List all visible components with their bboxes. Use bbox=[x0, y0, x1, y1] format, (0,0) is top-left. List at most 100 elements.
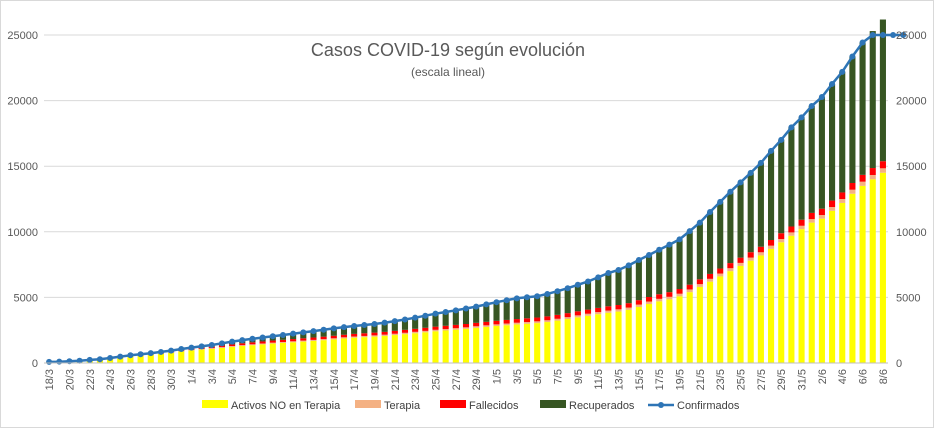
bar-recuperados bbox=[635, 260, 642, 301]
bar-terapia bbox=[544, 320, 551, 323]
confirmed-point bbox=[422, 312, 429, 319]
bar-activos-no-en-terapia bbox=[666, 299, 673, 363]
x-tick-label: 28/3 bbox=[146, 369, 158, 390]
bar-fallecidos bbox=[788, 226, 795, 233]
bar-fallecidos bbox=[625, 303, 632, 308]
bar-terapia bbox=[412, 331, 419, 334]
bar-recuperados bbox=[564, 288, 571, 314]
bar-fallecidos bbox=[605, 306, 612, 311]
x-tick-label: 25/5 bbox=[736, 369, 748, 390]
confirmed-point bbox=[676, 236, 683, 243]
bar-recuperados bbox=[523, 297, 531, 319]
bar-terapia bbox=[473, 326, 480, 328]
x-tick-label: 31/5 bbox=[797, 369, 809, 390]
bar-recuperados bbox=[401, 319, 409, 330]
x-tick-label: 19/4 bbox=[369, 369, 381, 390]
confirmed-point bbox=[229, 338, 236, 345]
bar-activos-no-en-terapia bbox=[818, 218, 825, 363]
bar-terapia bbox=[513, 322, 520, 325]
confirmed-point bbox=[117, 353, 124, 360]
bar-terapia bbox=[269, 342, 276, 344]
bar-terapia bbox=[778, 239, 785, 243]
confirmed-point bbox=[239, 337, 246, 344]
bar-fallecidos bbox=[381, 331, 388, 335]
bar-recuperados bbox=[483, 304, 490, 322]
bar-terapia bbox=[879, 168, 886, 173]
bar-activos-no-en-terapia bbox=[168, 352, 175, 363]
bar-terapia bbox=[788, 232, 795, 236]
x-tick-label: 11/5 bbox=[593, 369, 605, 390]
bar-activos-no-en-terapia bbox=[778, 242, 785, 363]
x-tick-label: 5/5 bbox=[532, 369, 544, 384]
bar-activos-no-en-terapia bbox=[768, 248, 775, 363]
bar-fallecidos bbox=[798, 219, 805, 226]
confirmed-point bbox=[300, 329, 307, 336]
bar-terapia bbox=[330, 338, 337, 340]
y-tick-label-left: 0 bbox=[32, 358, 38, 370]
x-tick-label: 18/3 bbox=[44, 369, 56, 390]
bar-activos-no-en-terapia bbox=[686, 292, 693, 363]
bar-terapia bbox=[737, 262, 744, 266]
confirmed-point bbox=[107, 354, 114, 361]
bar-activos-no-en-terapia bbox=[300, 341, 307, 363]
bar-terapia bbox=[839, 199, 846, 203]
bar-terapia bbox=[829, 207, 836, 211]
bar-terapia bbox=[686, 289, 693, 293]
bar-terapia bbox=[574, 315, 581, 318]
bar-recuperados bbox=[595, 277, 602, 308]
bar-recuperados bbox=[686, 231, 693, 285]
bar-terapia bbox=[768, 245, 775, 249]
bar-activos-no-en-terapia bbox=[269, 343, 276, 363]
confirmed-point bbox=[646, 252, 653, 259]
bar-fallecidos bbox=[249, 342, 256, 345]
x-tick-label: 29/5 bbox=[776, 369, 788, 390]
x-tick-label: 23/4 bbox=[410, 369, 422, 390]
bar-activos-no-en-terapia bbox=[381, 335, 388, 363]
bar-fallecidos bbox=[869, 168, 876, 175]
bar-activos-no-en-terapia bbox=[554, 320, 561, 363]
bar-terapia bbox=[340, 337, 348, 339]
bar-activos-no-en-terapia bbox=[615, 311, 622, 363]
bar-terapia bbox=[279, 341, 287, 343]
confirmed-point bbox=[412, 314, 419, 321]
confirmed-point bbox=[717, 198, 724, 205]
confirmed-point bbox=[849, 53, 856, 60]
bar-terapia bbox=[706, 278, 714, 282]
bar-terapia bbox=[727, 268, 734, 272]
confirmed-point bbox=[524, 294, 531, 301]
confirmed-point bbox=[56, 358, 63, 365]
x-tick-label: 9/5 bbox=[573, 369, 585, 384]
bar-fallecidos bbox=[645, 297, 653, 302]
bars-layer bbox=[46, 19, 886, 363]
bar-recuperados bbox=[879, 19, 886, 162]
x-tick-label: 23/5 bbox=[715, 369, 727, 390]
bar-fallecidos bbox=[686, 284, 693, 290]
bar-recuperados bbox=[727, 191, 734, 264]
bar-fallecidos bbox=[462, 323, 470, 328]
y-tick-label-right: 0 bbox=[896, 358, 902, 370]
bar-activos-no-en-terapia bbox=[391, 335, 398, 363]
confirmed-point bbox=[290, 330, 297, 337]
bar-fallecidos bbox=[747, 252, 754, 258]
confirmed-point bbox=[279, 331, 286, 338]
bar-recuperados bbox=[676, 239, 683, 290]
confirmed-point bbox=[218, 340, 225, 347]
bar-activos-no-en-terapia bbox=[523, 323, 531, 363]
bar-activos-no-en-terapia bbox=[188, 350, 195, 363]
confirmed-point bbox=[157, 348, 164, 355]
confirmed-point bbox=[127, 352, 134, 359]
x-tick-label: 7/4 bbox=[247, 369, 259, 384]
bar-recuperados bbox=[829, 83, 836, 201]
bar-terapia bbox=[534, 321, 541, 324]
bar-recuperados bbox=[605, 272, 612, 307]
bar-activos-no-en-terapia bbox=[706, 281, 714, 363]
bar-terapia bbox=[757, 252, 764, 256]
bar-recuperados bbox=[839, 71, 846, 193]
bar-fallecidos bbox=[778, 233, 785, 240]
bar-activos-no-en-terapia bbox=[839, 202, 846, 363]
bar-terapia bbox=[859, 181, 866, 186]
confirmed-point bbox=[178, 345, 185, 352]
confirmed-point bbox=[259, 334, 266, 341]
bar-activos-no-en-terapia bbox=[869, 179, 876, 363]
bar-fallecidos bbox=[290, 339, 297, 342]
